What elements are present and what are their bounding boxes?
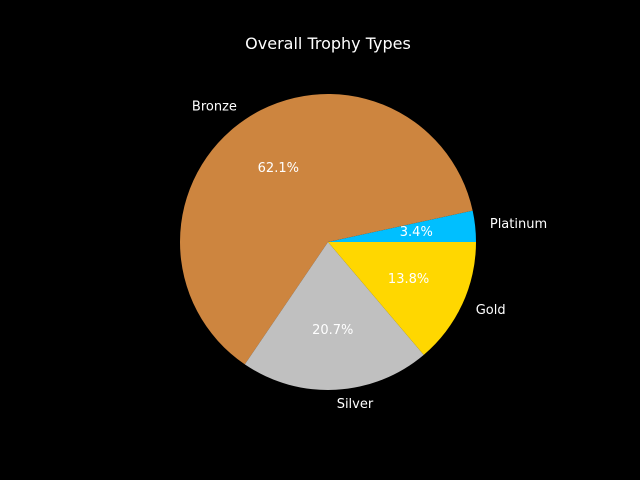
pct-label-platinum: 3.4% (400, 225, 433, 240)
slice-silver (244, 242, 424, 391)
label-silver: Silver (337, 397, 374, 412)
pct-label-gold: 13.8% (388, 272, 429, 287)
chart-title: Overall Trophy Types (245, 34, 411, 53)
pct-label-bronze: 62.1% (258, 161, 299, 176)
slice-gold (328, 242, 476, 355)
label-bronze: Bronze (192, 100, 237, 115)
label-gold: Gold (476, 303, 506, 318)
pie-labels: 3.4% Platinum 62.1% Bronze 20.7% Silver 13.8% G… (192, 100, 547, 413)
label-platinum: Platinum (490, 217, 547, 232)
slice-platinum (328, 210, 476, 242)
pie-slices (179, 94, 476, 391)
pct-label-silver: 20.7% (312, 323, 353, 338)
slice-bronze (179, 94, 473, 365)
